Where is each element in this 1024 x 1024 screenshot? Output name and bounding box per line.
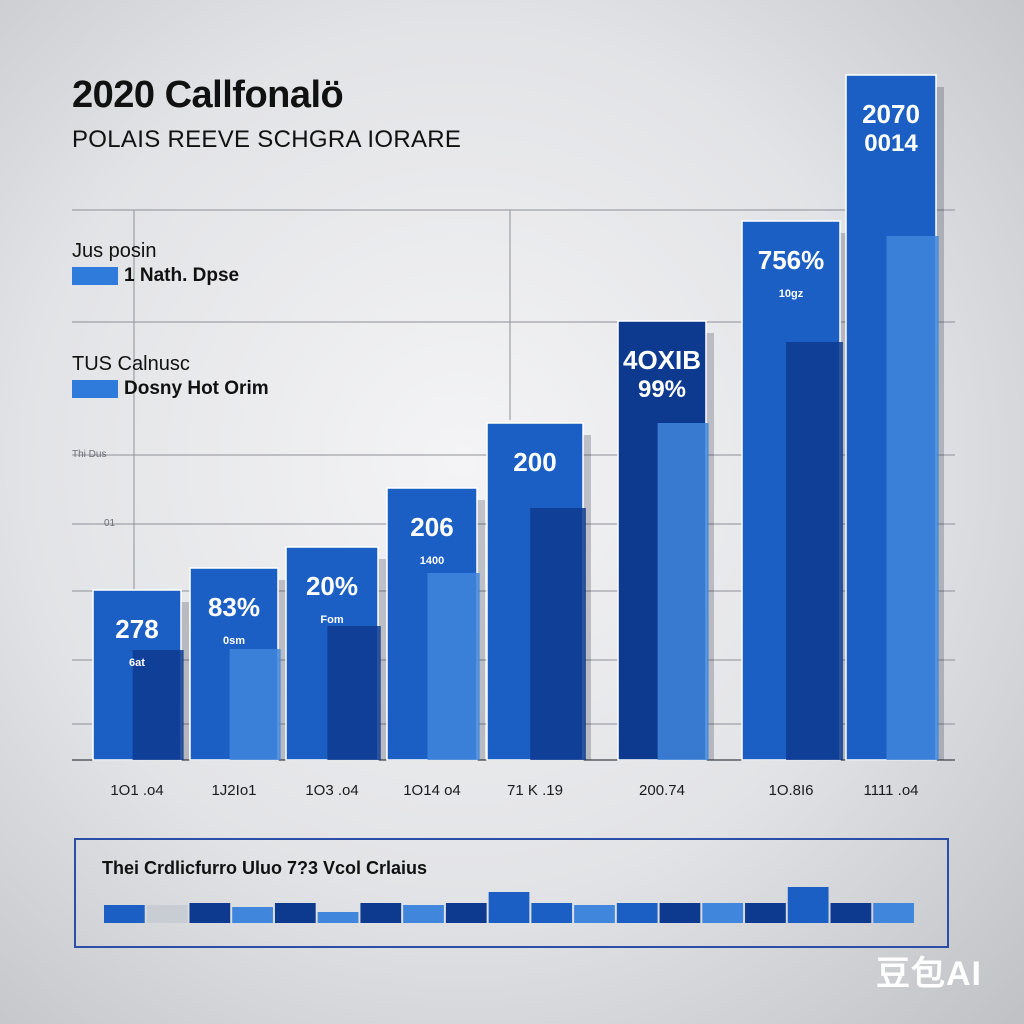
mini-bar: [445, 903, 487, 923]
x-tick-label: 200.74: [639, 782, 685, 799]
bar-value-label: 4OXIB: [623, 345, 701, 375]
mini-bar: [232, 907, 273, 923]
bar-sub-label: 0014: [864, 130, 918, 157]
mini-bar: [574, 905, 615, 923]
bar-sub-label: 6at: [129, 657, 145, 669]
bar-value-label: 756%: [758, 245, 825, 275]
bar-secondary: [886, 236, 939, 760]
x-tick-label: 1J2Io1: [211, 782, 256, 799]
mini-bar: [745, 903, 786, 923]
chart-subtitle: POLAIS REEVE SCHGRA IORARE: [72, 126, 462, 153]
bar-value-label: 2070: [862, 99, 920, 129]
mini-bar: [659, 903, 701, 923]
panel-title: Thei Crdlicfurro Uluo 7?3 Vcol Crlaius: [102, 858, 428, 878]
legend-block-2: TUS Calnusc Dosny Hot Orim: [72, 353, 269, 400]
x-tick-label: 1O.8I6: [768, 782, 813, 799]
bar-secondary: [229, 649, 281, 760]
chart-title: 2020 Callfonalö: [72, 74, 344, 116]
legend-block-1: Jus posin 1 Nath. Dpse: [72, 240, 239, 287]
legend-swatch: [72, 267, 118, 285]
legend-heading: TUS Calnusc: [72, 353, 190, 375]
x-tick-label: 1O14 o4: [403, 782, 461, 799]
mini-bar: [189, 903, 231, 923]
mini-bar: [104, 905, 145, 923]
bar-value-label: 83%: [208, 592, 260, 622]
bar-sub-label: 10gz: [779, 288, 804, 300]
bar-sub-label: 1400: [420, 555, 444, 567]
bar-sub-label: 0sm: [223, 635, 245, 647]
watermark-logo: 豆包AI: [876, 955, 982, 993]
x-tick-label: 71 K .19: [507, 782, 563, 799]
mini-bar: [787, 887, 829, 923]
x-tick-label: 1O1 .o4: [110, 782, 163, 799]
mini-bar: [317, 912, 359, 923]
mini-bar: [403, 905, 444, 923]
mini-bar: [531, 903, 573, 923]
bar-value-label: 200: [513, 447, 556, 477]
mini-bar: [360, 903, 402, 923]
bar-secondary: [786, 342, 843, 760]
bar-secondary: [427, 573, 480, 760]
x-tick-label: 1O3 .o4: [305, 782, 358, 799]
legend-label: 1 Nath. Dpse: [124, 265, 240, 286]
bar-value-label: 20%: [306, 571, 358, 601]
mini-bar: [830, 903, 872, 923]
mini-bar: [274, 903, 316, 923]
bottom-summary-panel: Thei Crdlicfurro Uluo 7?3 Vcol Crlaius: [74, 838, 949, 948]
bar-secondary: [327, 626, 381, 760]
mini-bar: [702, 903, 744, 923]
x-tick-label: 1111 .o4: [863, 782, 918, 799]
bar-value-label: 278: [115, 614, 158, 644]
legend-swatch: [72, 380, 118, 398]
y-tick-label: 01: [104, 518, 116, 529]
mini-bar: [616, 903, 658, 923]
bar-secondary: [657, 423, 709, 760]
bar-sub-label: Fom: [320, 614, 343, 626]
bar-secondary: [530, 508, 586, 760]
bar-secondary: [132, 650, 184, 760]
legend-heading: Jus posin: [72, 240, 157, 262]
mini-bar: [873, 903, 914, 923]
mini-bar: [488, 892, 530, 923]
mini-bar: [146, 905, 188, 923]
y-tick-label: Thi Dus: [72, 449, 107, 460]
bar-sub-label: 99%: [638, 376, 686, 403]
bar-value-label: 206: [410, 512, 453, 542]
legend-label: Dosny Hot Orim: [124, 378, 269, 399]
